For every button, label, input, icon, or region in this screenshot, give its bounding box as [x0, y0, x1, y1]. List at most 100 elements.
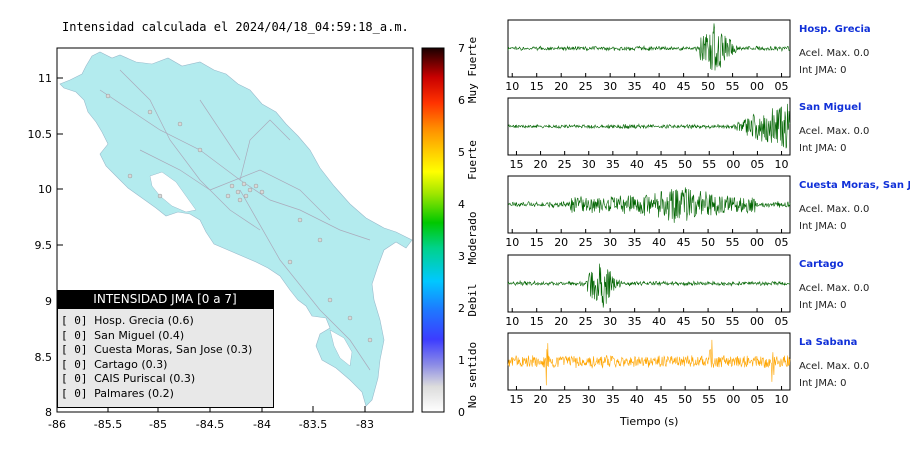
waveform-tick-label: 00 — [750, 236, 764, 249]
waveform-tick-label: 55 — [726, 80, 740, 93]
map-y-tick-label: 9.5 — [35, 239, 53, 252]
legend-item: [ 0] Hosp. Grecia (0.6) — [61, 314, 194, 327]
waveform-tick-label: 50 — [701, 315, 715, 328]
map-y-tick-label: 11 — [38, 72, 52, 85]
colorbar-category-label: Muy Fuerte — [466, 37, 479, 103]
map-x-tick-label: -84.5 — [196, 418, 224, 431]
waveform-tick-label: 50 — [678, 158, 692, 171]
colorbar-category-label: Debil — [466, 283, 479, 316]
waveform-tick-label: 35 — [628, 315, 642, 328]
waveform-tick-label: 25 — [579, 315, 593, 328]
waveform-tick-label: 05 — [750, 158, 764, 171]
waveform-tick-label: 50 — [701, 236, 715, 249]
waveform-tick-label: 00 — [726, 393, 740, 406]
waveform-tick-label: 35 — [606, 158, 620, 171]
legend-item-intensity: [ 0] — [61, 372, 95, 385]
waveform-tick-label: 25 — [558, 158, 572, 171]
waveform-tick-label: 45 — [677, 315, 691, 328]
waveform-panels: 10 15 20 25 30 35 40 45 50 55 00 05 15 20 25 30 35 40 45 50… — [505, 19, 791, 406]
waveform-trace — [507, 103, 791, 149]
waveform-tick-label: 30 — [582, 393, 596, 406]
map-x-tick-label: -85.5 — [94, 418, 122, 431]
waveform-tick-label: 30 — [603, 80, 617, 93]
map-x-tick-label: -86 — [48, 418, 66, 431]
colorbar-category-label: No sentido — [466, 342, 479, 408]
legend-item-station: Palmares (0.2) — [94, 386, 174, 400]
station-jma-intensity: Int JMA: 0 — [799, 65, 847, 76]
waveform-tick-label: 55 — [702, 158, 716, 171]
waveform-tick-label: 55 — [702, 393, 716, 406]
waveform-tick-label: 00 — [750, 315, 764, 328]
waveform-trace — [507, 263, 791, 308]
map-x-tick-label: -85 — [149, 418, 167, 431]
waveform-tick-label: 15 — [530, 236, 544, 249]
waveform-tick-label: 55 — [726, 315, 740, 328]
waveform-tick-label: 05 — [775, 315, 789, 328]
waveform-tick-label: 00 — [726, 158, 740, 171]
waveform-trace — [507, 23, 791, 71]
station-jma-intensity: Int JMA: 0 — [799, 221, 847, 232]
waveform-tick-label: 05 — [775, 236, 789, 249]
legend-item-station: Cartago (0.3) — [94, 357, 168, 371]
map-x-tick-label: -83 — [356, 418, 374, 431]
map-y-tick-label: 10 — [38, 183, 52, 196]
waveform-tick-label: 40 — [652, 315, 666, 328]
waveform-trace — [507, 339, 791, 386]
waveform-tick-label: 40 — [630, 158, 644, 171]
station-name: Hosp. Grecia — [799, 24, 871, 35]
waveform-tick-label: 10 — [505, 80, 519, 93]
colorbar-gradient — [421, 47, 445, 413]
colorbar-category-label: Fuerte — [466, 140, 479, 180]
waveform-tick-label: 10 — [775, 158, 789, 171]
legend-title: INTENSIDAD JMA [0 a 7] — [57, 290, 273, 309]
waveform-tick-label: 10 — [505, 236, 519, 249]
legend-item-station: San Miguel (0.4) — [94, 328, 185, 342]
waveform-tick-label: 35 — [628, 236, 642, 249]
waveform-tick-label: 10 — [775, 393, 789, 406]
station-name: Cartago — [799, 259, 844, 270]
waveform-tick-label: 25 — [579, 236, 593, 249]
map-x-tick-label: -84 — [253, 418, 271, 431]
golfo-dulce — [329, 329, 353, 367]
legend-item-intensity: [ 0] — [61, 328, 95, 342]
waveform-tick-label: 20 — [534, 158, 548, 171]
colorbar-tick-label: 2 — [458, 302, 465, 315]
legend-item: [ 0] Palmares (0.2) — [61, 387, 174, 400]
colorbar-tick-label: 0 — [458, 406, 465, 419]
map-y-tick-label: 9 — [45, 295, 52, 308]
waveform-tick-label: 50 — [678, 393, 692, 406]
road-network — [99, 69, 371, 371]
colorbar-tick-label: 1 — [458, 354, 465, 367]
legend-item-intensity: [ 0] — [61, 386, 95, 400]
waveform-tick-label: 25 — [579, 80, 593, 93]
waveform-tick-label: 40 — [652, 80, 666, 93]
waveform-tick-label: 15 — [509, 393, 523, 406]
waveform-tick-label: 35 — [606, 393, 620, 406]
map-x-tick-label: -83.5 — [299, 418, 327, 431]
station-name: San Miguel — [799, 102, 862, 113]
waveform-tick-label: 15 — [509, 158, 523, 171]
station-max-accel: Acel. Max. 0.0 — [799, 283, 870, 294]
station-name: La Sabana — [799, 337, 858, 348]
waveform-tick-label: 05 — [750, 393, 764, 406]
colorbar-tick-label: 6 — [458, 94, 465, 107]
legend-item-station: Cuesta Moras, San Jose (0.3) — [94, 343, 253, 356]
map-axis-ticks: -86 -85.5 -85 -84.5 -84 -83.5 -83 11 10.5 10 9.5 9 8… — [28, 72, 374, 431]
legend-item: [ 0] CAIS Puriscal (0.3) — [61, 372, 195, 385]
costa-rica-land — [59, 51, 413, 407]
waveform-tick-label: 20 — [554, 80, 568, 93]
waveform-tick-label: 45 — [654, 158, 668, 171]
waveform-tick-label: 20 — [534, 393, 548, 406]
waveform-tick-label: 45 — [677, 80, 691, 93]
station-markers — [105, 93, 373, 343]
waveform-tick-label: 35 — [628, 80, 642, 93]
waveform-tick-label: 20 — [554, 236, 568, 249]
legend-item-intensity: [ 0] — [61, 343, 95, 356]
intensity-colorbar: 7 6 5 4 3 2 1 0 Muy Fuerte Fuerte Moderado Debil No … — [421, 37, 479, 419]
legend-item-station: Hosp. Grecia (0.6) — [94, 314, 194, 327]
gulf-of-nicoya — [149, 171, 197, 213]
map-title: Intensidad calculada el 2024/04/18_04:59… — [62, 20, 409, 34]
waveform-tick-label: 15 — [530, 315, 544, 328]
station-max-accel: Acel. Max. 0.0 — [799, 126, 870, 137]
